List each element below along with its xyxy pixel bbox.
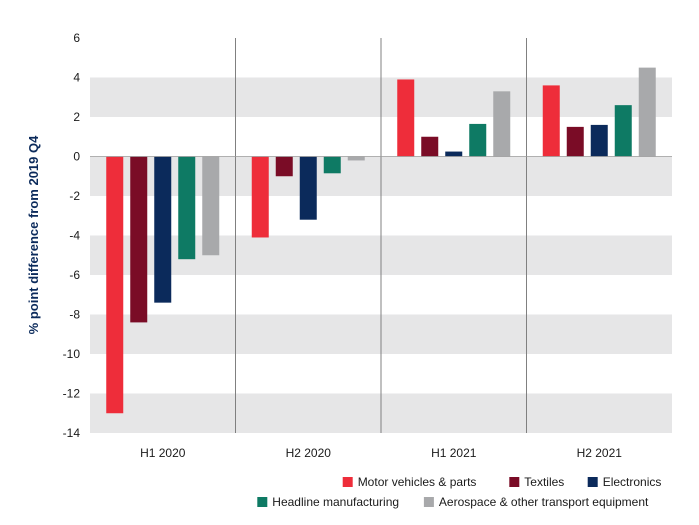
legend-swatch [423, 497, 434, 507]
bar [275, 156, 293, 177]
legend-label: Textiles [524, 475, 564, 489]
x-category-label: H2 2020 [286, 446, 332, 460]
bar [251, 156, 269, 238]
bar [178, 156, 196, 260]
legend-label: Electronics [603, 475, 662, 489]
bar [397, 79, 415, 157]
bar [493, 91, 511, 157]
y-tick-label: 4 [73, 71, 80, 85]
y-tick-label: 2 [73, 110, 80, 124]
legend-swatch [587, 477, 598, 487]
legend-label: Headline manufacturing [272, 495, 399, 509]
legend-swatch [509, 477, 520, 487]
bar [638, 67, 656, 157]
y-tick-label: -2 [69, 189, 80, 203]
bar [566, 126, 584, 157]
bar [130, 156, 148, 323]
y-tick-label: 0 [73, 150, 80, 164]
x-category-label: H1 2020 [140, 446, 186, 460]
y-tick-label: -8 [69, 308, 80, 322]
bar [299, 156, 317, 220]
y-tick-label: -12 [63, 387, 81, 401]
x-category-label: H2 2021 [577, 446, 623, 460]
category-separators [235, 38, 527, 433]
bar [347, 156, 365, 161]
y-axis-ticks: 6 4 2 0 -2 -4 -6 -8 -10 -12 -14 [63, 31, 81, 440]
bars [106, 67, 656, 414]
legend-label: Motor vehicles & parts [358, 475, 477, 489]
bar [202, 156, 220, 256]
legend: Motor vehicles & parts Textiles Electronic… [257, 475, 661, 509]
bar [590, 124, 608, 157]
bar [106, 156, 124, 414]
legend-swatch [257, 497, 268, 507]
bar [445, 151, 463, 157]
y-tick-label: -4 [69, 229, 80, 243]
legend-swatch [342, 477, 353, 487]
y-axis-label: % point difference from 2019 Q4 [26, 135, 41, 334]
bar [154, 156, 172, 303]
y-tick-label: -6 [69, 268, 80, 282]
bar [421, 136, 439, 157]
bar [323, 156, 341, 174]
y-tick-label: -14 [63, 426, 81, 440]
legend-label: Aerospace & other transport equipment [439, 495, 649, 509]
x-axis-categories: H1 2020 H2 2020 H1 2021 H2 2021 [140, 446, 622, 460]
bar [614, 105, 632, 157]
bar [542, 85, 560, 157]
y-tick-label: -10 [63, 347, 81, 361]
bar [469, 123, 487, 157]
x-category-label: H1 2021 [431, 446, 477, 460]
y-tick-label: 6 [73, 31, 80, 45]
